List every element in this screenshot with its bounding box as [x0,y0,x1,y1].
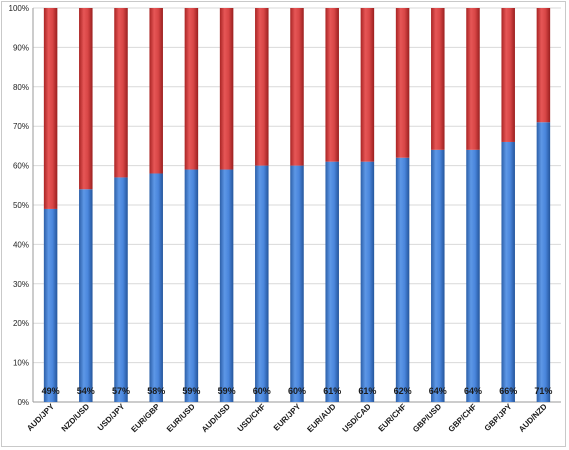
bar-segment-blue [360,161,375,402]
y-tick-label: 30% [13,280,29,289]
bar-segment-red [184,8,199,170]
y-tick-label: 80% [13,83,29,92]
x-tick-label: EUR/GBP [129,402,162,435]
bar-segment-red [79,8,93,190]
data-label: 66% [499,386,517,396]
x-axis-labels: AUD/JPY NZD/USD USD/JPY EUR/GBP EUR/USD AUD/U… [25,402,549,435]
x-tick-label: USD/JPY [96,402,127,433]
bar-segment-red [325,8,339,162]
y-tick-label: 40% [13,240,29,249]
bar-segment-red [360,8,375,162]
bar-segment-red [395,8,410,158]
x-tick-label: EUR/AUD [305,402,337,434]
bar-segment-red [219,8,234,170]
bar-segment-blue [466,149,480,402]
bar-segment-red [466,8,480,150]
x-tick-label: USD/CHF [236,402,268,434]
x-tick-label: AUD/NZD [517,402,549,434]
data-label: 71% [534,386,552,396]
y-tick-label: 50% [13,201,29,210]
bars [43,8,551,402]
bar-segment-blue [184,169,199,402]
data-label: 58% [147,386,165,396]
data-label: 60% [253,386,271,396]
x-tick-label: GBP/CHF [447,402,479,434]
bar-segment-blue [325,161,339,402]
bar-segment-red [114,8,128,178]
bar-segment-blue [501,141,515,402]
x-tick-label: AUD/USD [200,402,232,434]
bar-segment-blue [79,189,93,402]
data-label: 64% [464,386,482,396]
bar-segment-blue [219,169,234,402]
data-label: 49% [42,386,60,396]
y-tick-label: 60% [13,162,29,171]
x-tick-label: EUR/JPY [272,402,303,433]
x-tick-label: EUR/CHF [377,402,409,434]
bar-segment-red [149,8,163,174]
bar-segment-blue [255,165,269,402]
bar-segment-red [290,8,304,166]
x-tick-label: GBP/JPY [483,402,514,433]
bar-segment-blue [536,122,551,402]
bar-segment-blue [149,173,163,402]
y-tick-label: 0% [17,398,29,407]
data-label: 59% [182,386,200,396]
data-label: 59% [218,386,236,396]
x-tick-label: USD/CAD [341,402,373,434]
y-tick-label: 10% [13,359,29,368]
y-tick-label: 90% [13,43,29,52]
x-tick-label: EUR/USD [165,402,197,434]
bar-segment-blue [114,177,128,402]
x-tick-label: AUD/JPY [25,402,56,433]
data-label: 60% [288,386,306,396]
data-label: 61% [323,386,341,396]
bar-segment-blue [43,208,58,402]
bar-segment-red [43,8,58,209]
data-label: 57% [112,386,130,396]
data-labels: 49% 54% 57% 58% 59% 59% 60% 60% 61% 61% 62% 64% 64% 6… [42,386,553,396]
bar-segment-red [536,8,551,123]
bar-segment-red [255,8,269,166]
bar-segment-red [501,8,515,142]
data-label: 61% [358,386,376,396]
y-tick-label: 70% [13,122,29,131]
bar-segment-red [431,8,445,150]
bar-segment-blue [395,157,410,402]
data-label: 62% [394,386,412,396]
data-label: 64% [429,386,447,396]
data-label: 54% [77,386,95,396]
x-tick-label: NZD/USD [60,402,92,434]
x-tick-label: GBP/USD [411,402,443,434]
bar-segment-blue [431,149,445,402]
y-tick-label: 20% [13,319,29,328]
bar-segment-blue [290,165,304,402]
y-tick-label: 100% [9,4,29,13]
